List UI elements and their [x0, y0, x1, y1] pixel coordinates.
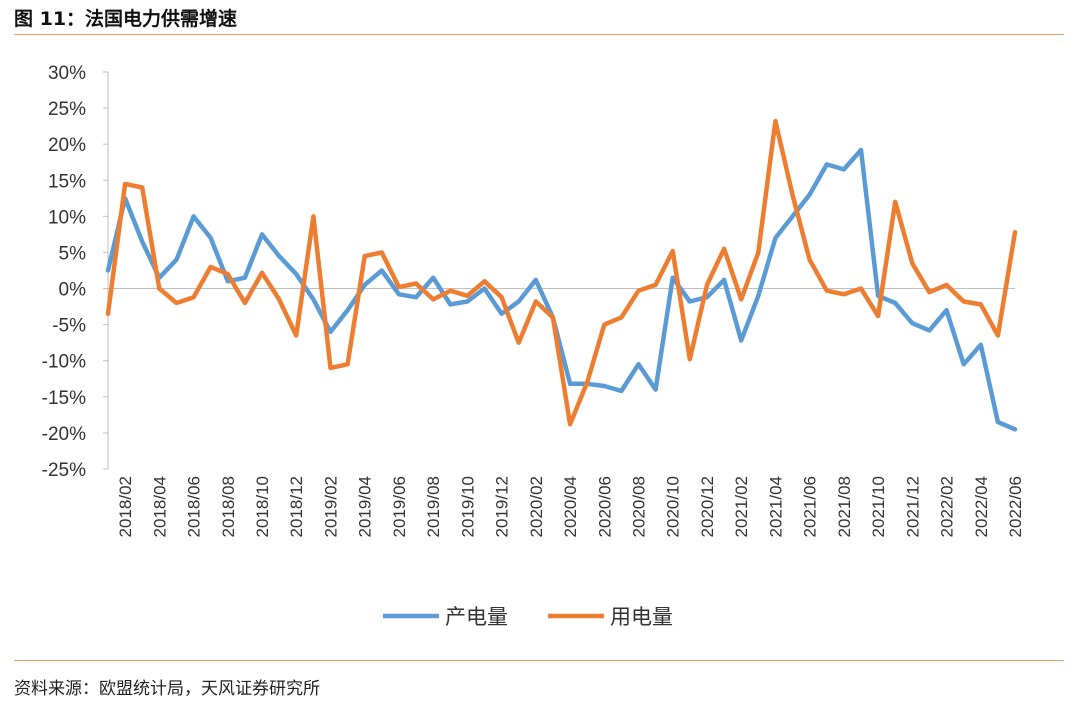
y-tick-label: 15%	[48, 171, 86, 192]
y-tick-label: 0%	[59, 280, 87, 301]
series-line-1	[105, 147, 1018, 432]
y-tick-label: 20%	[48, 135, 86, 156]
x-tick-label: 2021/06	[801, 476, 820, 537]
x-tick-label: 2019/12	[493, 476, 512, 537]
legend: 产电量 用电量	[383, 605, 673, 629]
x-tick-label: 2020/06	[595, 476, 614, 537]
y-tick-label: -20%	[42, 424, 86, 445]
y-tick-label: -15%	[42, 388, 86, 409]
x-tick-label: 2021/10	[869, 476, 888, 537]
y-tick-label: -10%	[42, 352, 86, 373]
y-tick-label: -25%	[42, 460, 86, 481]
x-tick-label: 2018/02	[116, 476, 135, 537]
line-chart: 30% 25% 20% 15% 10% 5% 0% -5% -10% -15% -20% -25% 2…	[42, 63, 1025, 629]
figure-title: 图 11：法国电力供需增速	[14, 8, 238, 30]
x-tick-label: 2019/02	[321, 476, 340, 537]
y-tick-label: -5%	[52, 316, 86, 337]
x-tick-label: 2018/08	[219, 476, 238, 537]
x-tick-label: 2020/12	[698, 476, 717, 537]
x-tick-label: 2021/02	[732, 476, 751, 537]
x-tick-label: 2021/04	[766, 476, 785, 537]
y-tick-label: 10%	[48, 207, 86, 228]
top-divider	[14, 34, 1064, 35]
x-tick-label: 2020/08	[630, 476, 649, 537]
y-tick-label: 5%	[59, 243, 87, 264]
axes	[103, 71, 1015, 470]
y-tick-label: 30%	[48, 63, 86, 84]
x-tick-label: 2021/12	[903, 476, 922, 537]
x-tick-label: 2018/04	[150, 476, 169, 537]
x-tick-label: 2019/08	[424, 476, 443, 537]
series-line-2	[105, 118, 1018, 427]
x-axis-labels: 2018/02 2018/04 2018/06 2018/08 2018/10 2018/…	[116, 476, 1025, 537]
x-tick-label: 2019/06	[390, 476, 409, 537]
x-tick-label: 2020/02	[527, 476, 546, 537]
source-note: 资料来源：欧盟统计局，天风证券研究所	[14, 679, 320, 699]
bottom-divider	[14, 660, 1064, 661]
y-axis-labels: 30% 25% 20% 15% 10% 5% 0% -5% -10% -15% -20% -25%	[42, 63, 86, 481]
x-tick-label: 2021/08	[835, 476, 854, 537]
y-tick-label: 25%	[48, 99, 86, 120]
x-tick-label: 2019/10	[458, 476, 477, 537]
legend-label-2: 用电量	[610, 605, 673, 629]
x-tick-label: 2022/06	[1006, 476, 1025, 537]
x-tick-label: 2022/04	[972, 476, 991, 537]
x-tick-label: 2020/10	[664, 476, 683, 537]
series-lines	[105, 118, 1018, 432]
x-tick-label: 2022/02	[938, 476, 957, 537]
x-tick-label: 2018/06	[185, 476, 204, 537]
x-tick-label: 2019/04	[356, 476, 375, 537]
x-tick-label: 2018/10	[253, 476, 272, 537]
x-tick-label: 2018/12	[287, 476, 306, 537]
x-tick-label: 2020/04	[561, 476, 580, 537]
legend-label-1: 产电量	[445, 605, 508, 629]
